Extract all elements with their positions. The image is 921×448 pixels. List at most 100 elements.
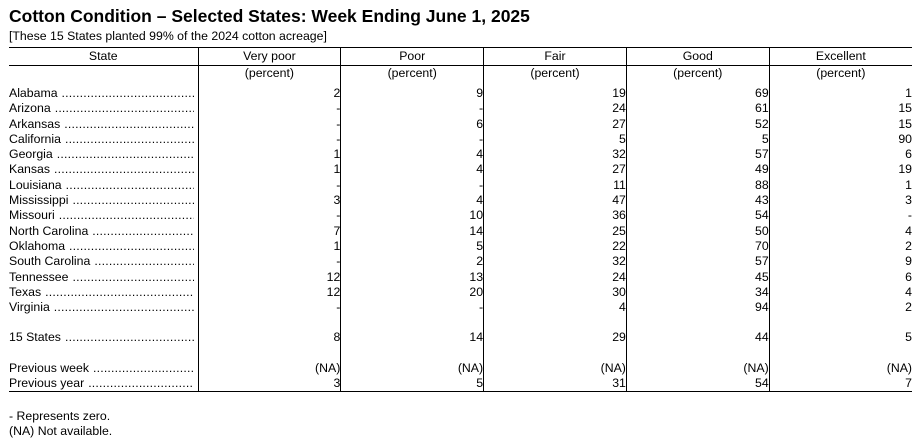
value-cell-poor: -	[340, 177, 484, 194]
value-cell-fair: 25	[483, 223, 627, 239]
value-cell-poor: 13	[340, 269, 484, 285]
value-cell-poor: 2	[340, 254, 484, 270]
state-cell: Tennessee...............................…	[9, 270, 198, 285]
state-name: California	[9, 131, 61, 146]
unit-cell: (percent)	[768, 65, 912, 86]
spacer-cell	[483, 315, 627, 331]
value-cell-fair: 32	[483, 254, 627, 270]
value-cell-fair: 11	[483, 177, 627, 194]
spacer-cell	[340, 345, 484, 361]
value-cell-very-poor: (NA)	[197, 360, 341, 377]
dot-leader: ........................................…	[88, 376, 194, 391]
value-cell-poor: 4	[340, 193, 484, 209]
dot-leader: ........................................…	[64, 330, 194, 345]
value-cell-very-poor: 3	[197, 376, 341, 393]
value-cell-poor: 4	[340, 162, 484, 178]
state-cell: Kansas..................................…	[9, 162, 198, 177]
state-cell: Oklahoma................................…	[9, 239, 198, 254]
table-row: Missouri................................…	[9, 208, 912, 224]
value-cell-very-poor: -	[197, 254, 341, 270]
value-cell-poor: 14	[340, 223, 484, 239]
state-name: Mississippi	[9, 193, 69, 208]
state-cell: Missouri................................…	[9, 208, 198, 223]
state-name: 15 States	[9, 330, 61, 345]
state-name: Virginia	[9, 300, 50, 315]
dot-leader: ........................................…	[56, 147, 194, 162]
value-cell-very-poor: 1	[197, 147, 341, 163]
column-header-good: Good	[625, 47, 770, 66]
value-cell-fair: 22	[483, 238, 627, 255]
condition-table: State Very poor Poor Fair Good Excellent…	[9, 47, 912, 393]
table-row: North Carolina..........................…	[9, 223, 912, 239]
value-cell-excellent: -	[768, 208, 912, 224]
state-cell: South Carolina..........................…	[9, 254, 198, 269]
state-name: South Carolina	[9, 254, 91, 269]
spacer-cell	[768, 315, 912, 331]
value-cell-excellent: 4	[768, 284, 912, 301]
table-row: Alabama.................................…	[9, 86, 912, 102]
value-cell-very-poor: 7	[197, 223, 341, 239]
value-cell-fair: 36	[483, 208, 627, 224]
state-name: Texas	[9, 284, 42, 299]
dot-leader: ........................................…	[54, 101, 194, 116]
value-cell-poor: 10	[340, 208, 484, 224]
spacer-row	[9, 315, 912, 331]
value-cell-excellent: 1	[768, 86, 912, 102]
spacer-cell	[9, 315, 198, 330]
value-cell-good: 54	[625, 376, 770, 393]
table-row: Tennessee...............................…	[9, 269, 912, 285]
dot-leader: ........................................…	[53, 300, 194, 315]
value-cell-poor: -	[340, 131, 484, 148]
value-cell-good: 5	[625, 131, 770, 148]
dot-leader: ........................................…	[72, 193, 193, 208]
value-cell-excellent: 4	[768, 223, 912, 239]
comparison-row: Previous week...........................…	[9, 360, 912, 377]
table-row: Kansas..................................…	[9, 162, 912, 178]
value-cell-fair: 47	[483, 193, 627, 209]
value-cell-excellent: 15	[768, 116, 912, 132]
spacer-cell	[625, 315, 770, 331]
value-cell-poor: 9	[340, 86, 484, 102]
spacer-cell	[768, 345, 912, 361]
value-cell-good: 69	[625, 86, 770, 102]
value-cell-good: 50	[625, 223, 770, 239]
value-cell-good: 44	[625, 330, 770, 346]
table-row: California..............................…	[9, 131, 912, 148]
comparison-row: Previous year...........................…	[9, 376, 912, 393]
value-cell-very-poor: -	[197, 300, 341, 316]
value-cell-excellent: 3	[768, 193, 912, 209]
dot-leader: ........................................…	[92, 223, 194, 238]
unit-cell: (percent)	[340, 65, 484, 86]
spacer-cell	[625, 345, 770, 361]
dot-leader: ........................................…	[65, 177, 194, 192]
spacer-cell	[197, 345, 341, 361]
state-cell: Arkansas................................…	[9, 117, 198, 132]
state-name: Arizona	[9, 101, 51, 116]
value-cell-very-poor: 2	[197, 86, 341, 102]
value-cell-poor: 20	[340, 284, 484, 301]
dot-leader: ........................................…	[58, 208, 194, 223]
value-cell-excellent: (NA)	[768, 360, 912, 377]
table-body: (percent) (percent) (percent) (percent) …	[9, 65, 912, 393]
value-cell-good: 54	[625, 208, 770, 224]
dot-leader: ........................................…	[69, 238, 193, 253]
value-cell-good: 70	[625, 238, 770, 255]
value-cell-very-poor: 3	[197, 193, 341, 209]
value-cell-good: 61	[625, 101, 770, 117]
dot-leader: ........................................…	[92, 360, 194, 375]
value-cell-fair: (NA)	[483, 360, 627, 377]
dot-leader: ........................................…	[64, 131, 194, 146]
value-cell-poor: 14	[340, 330, 484, 346]
state-name: Missouri	[9, 208, 55, 223]
state-name: Alabama	[9, 86, 58, 100]
state-cell: Previous week...........................…	[9, 361, 198, 376]
state-name: Louisiana	[9, 177, 62, 192]
value-cell-fair: 27	[483, 162, 627, 178]
value-cell-fair: 24	[483, 269, 627, 285]
value-cell-good: 45	[625, 269, 770, 285]
dot-leader: ........................................…	[54, 162, 194, 177]
table-row: South Carolina..........................…	[9, 254, 912, 270]
state-name: Georgia	[9, 147, 53, 162]
state-name: Arkansas	[9, 116, 61, 131]
value-cell-excellent: 90	[768, 131, 912, 148]
